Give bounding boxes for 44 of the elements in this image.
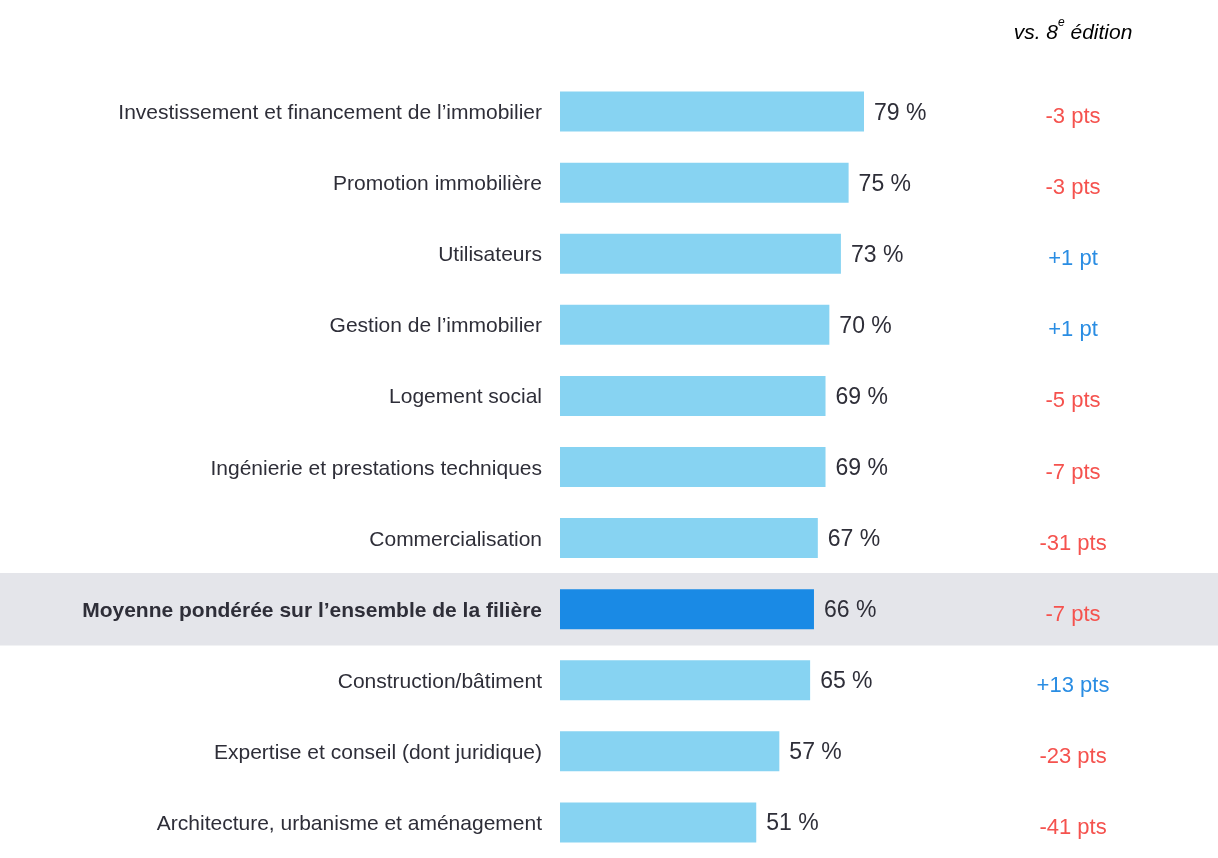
data-label: 70 % <box>839 311 892 338</box>
data-label: 69 % <box>835 382 888 409</box>
data-label: 57 % <box>789 738 842 765</box>
y-tick-label: Construction/bâtiment <box>337 668 543 692</box>
data-label: 67 % <box>827 525 881 552</box>
bar <box>560 518 818 559</box>
text: +1 pt <box>1048 316 1098 342</box>
y-tick-label: Investissement et financement de l’immobilier <box>118 100 542 124</box>
bar <box>560 660 811 701</box>
y-tick-label: Architecture, urbanisme et aménagement <box>156 810 543 834</box>
data-label: 66 % <box>823 596 877 623</box>
data-label: 79 % <box>874 98 927 125</box>
text: -7 pts <box>1045 600 1101 626</box>
data-label: 69 % <box>835 454 888 480</box>
y-tick-label: Ingénierie et prestations techniques <box>210 455 542 479</box>
bar <box>560 447 826 487</box>
text: -3 pts <box>1045 174 1101 200</box>
text: +1 pt <box>1048 245 1098 271</box>
y-tick-label: Logement social <box>389 384 542 408</box>
text: -41 pts <box>1039 813 1107 839</box>
text: -23 pts <box>1039 742 1107 768</box>
y-tick-label: Commercialisation <box>369 526 542 550</box>
text: -31 pts <box>1039 529 1107 555</box>
bar <box>560 802 757 843</box>
bar <box>560 91 864 132</box>
data-label: 75 % <box>858 169 912 196</box>
y-tick-label: Moyenne pondérée sur l’ensemble de la filière <box>82 597 542 621</box>
text: -5 pts <box>1045 387 1101 413</box>
text: -7 pts <box>1045 458 1101 484</box>
y-tick-label: Utilisateurs <box>438 242 542 266</box>
bar <box>560 162 849 203</box>
text: +13 pts <box>1036 671 1110 697</box>
y-tick-label: Expertise et conseil (dont juridique) <box>213 739 542 763</box>
text: -3 pts <box>1045 103 1101 129</box>
data-label: 73 % <box>850 240 904 267</box>
y-tick-label: Gestion de l’immobilier <box>329 313 542 337</box>
bar <box>560 233 841 274</box>
y-tick-label: Promotion immobilière <box>333 171 542 195</box>
data-label: 65 % <box>820 667 873 694</box>
bar <box>560 731 780 772</box>
bar <box>560 304 830 345</box>
bar <box>560 589 814 630</box>
data-label: 51 % <box>766 809 819 836</box>
bar <box>560 375 826 416</box>
